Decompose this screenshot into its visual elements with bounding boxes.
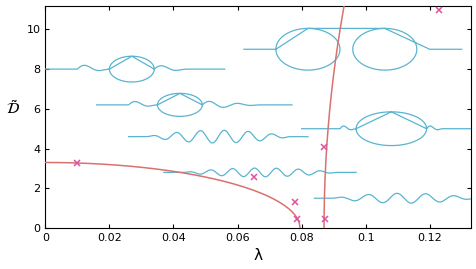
Y-axis label: $\tilde{\mathcal{D}}$: $\tilde{\mathcal{D}}$ [6,99,20,117]
X-axis label: λ: λ [253,249,262,263]
